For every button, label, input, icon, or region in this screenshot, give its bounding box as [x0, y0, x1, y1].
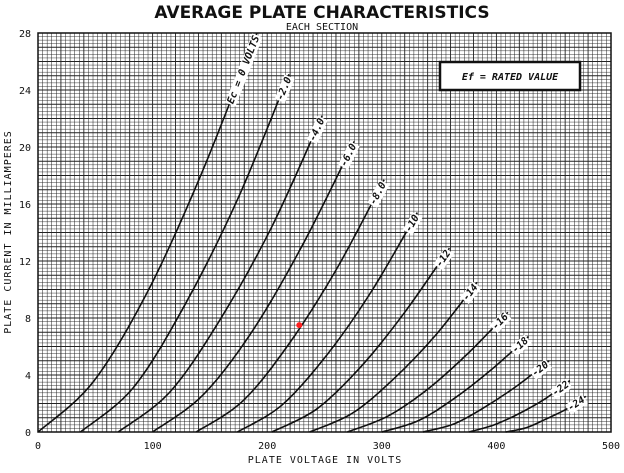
y-ticks: 0 4 8 12 16 20 24 28 [19, 29, 31, 439]
curve--2-0 [79, 74, 290, 433]
curve--14 [309, 281, 478, 433]
curve--20 [422, 360, 550, 433]
x-axis-label: PLATE VOLTAGE IN VOLTS [248, 455, 402, 466]
y-tick-label: 8 [25, 314, 31, 325]
curve-label-bg [274, 74, 295, 103]
curve--18 [381, 335, 530, 433]
curve-label-bg [509, 334, 532, 357]
y-tick-label: 24 [19, 86, 31, 97]
x-tick-label: 200 [258, 441, 276, 452]
x-tick-label: 400 [487, 441, 505, 452]
annotation-text: Ef = RATED VALUE [462, 72, 559, 83]
y-tick-label: 12 [19, 257, 31, 268]
curve-label-bg [306, 115, 328, 145]
x-ticks: 0 100 200 300 400 500 [35, 441, 620, 452]
x-tick-label: 500 [602, 441, 620, 452]
curve--16 [347, 311, 509, 433]
curve--6-0 [152, 140, 356, 433]
curve-label-bg [460, 281, 482, 305]
curve-label-bg [565, 394, 588, 415]
curve--12 [271, 247, 451, 433]
curve-label: -6.0 [338, 141, 360, 170]
curve-ec-0-volts [37, 32, 258, 433]
curve-label-bg [549, 378, 573, 400]
curve-label-text: -8.0 [368, 181, 389, 207]
y-tick-label: 16 [19, 200, 31, 211]
curve-label-text: -2.0 [275, 76, 294, 102]
annotation-box: Ef = RATED VALUE [438, 60, 582, 92]
curve-label: -2.0 [274, 74, 295, 103]
curve-label-text: -18 [510, 336, 531, 356]
y-axis-label: PLATE CURRENT IN MILLIAMPERES [3, 130, 14, 334]
y-tick-label: 28 [19, 29, 31, 40]
curve-label-bg [402, 212, 423, 236]
curve-label-text: -4.0 [307, 117, 327, 143]
curve-label-bg [338, 141, 360, 170]
curve--4-0 [117, 115, 323, 433]
y-tick-label: 0 [25, 428, 31, 439]
curve-label-bg [225, 33, 263, 107]
x-tick-label: 300 [373, 441, 391, 452]
chart-title: AVERAGE PLATE CHARACTERISTICS [154, 3, 489, 23]
red-marker-dot [296, 322, 303, 329]
grid [37, 32, 612, 433]
y-tick-label: 20 [19, 143, 31, 154]
curve-label-text: -16 [490, 312, 510, 333]
curve-label-bg [433, 247, 455, 271]
x-tick-label: 0 [35, 441, 41, 452]
x-tick-label: 100 [144, 441, 162, 452]
curve-label-bg [367, 179, 390, 208]
chart-subtitle: EACH SECTION [286, 22, 358, 33]
curve--10 [236, 212, 419, 433]
plot-frame [37, 32, 612, 433]
curve-label-bg [489, 310, 512, 334]
curve-label-bg [529, 358, 552, 380]
y-tick-label: 4 [25, 371, 31, 382]
curve--8-0 [195, 179, 385, 433]
